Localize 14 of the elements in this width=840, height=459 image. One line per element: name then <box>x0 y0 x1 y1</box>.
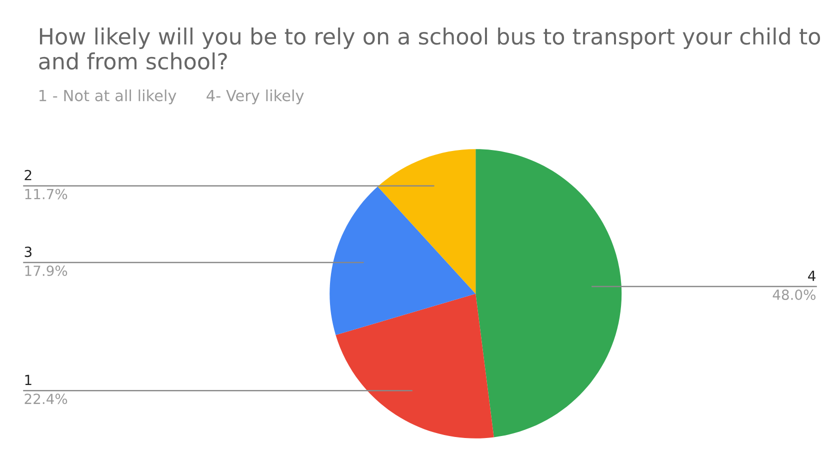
slice-label: 4 <box>808 270 816 281</box>
chart-title: How likely will you be to rely on a school bus to transport your child to and from school? <box>39 28 820 70</box>
slice-label: 3 <box>24 246 32 258</box>
data-label: 48.0% <box>772 289 816 300</box>
pie-slice <box>336 294 494 438</box>
pie-slice <box>476 149 622 438</box>
pie-slice <box>378 149 476 294</box>
pie-slice <box>330 186 476 335</box>
slice-label: 2 <box>24 170 32 180</box>
data-label: 22.4% <box>24 394 68 404</box>
chart-subtitle: 1 - Not at all likely 4- Very likely <box>39 90 304 104</box>
slice-label: 1 <box>25 374 32 385</box>
data-label: 11.7% <box>25 188 68 200</box>
data-label: 17.9% <box>25 266 68 276</box>
